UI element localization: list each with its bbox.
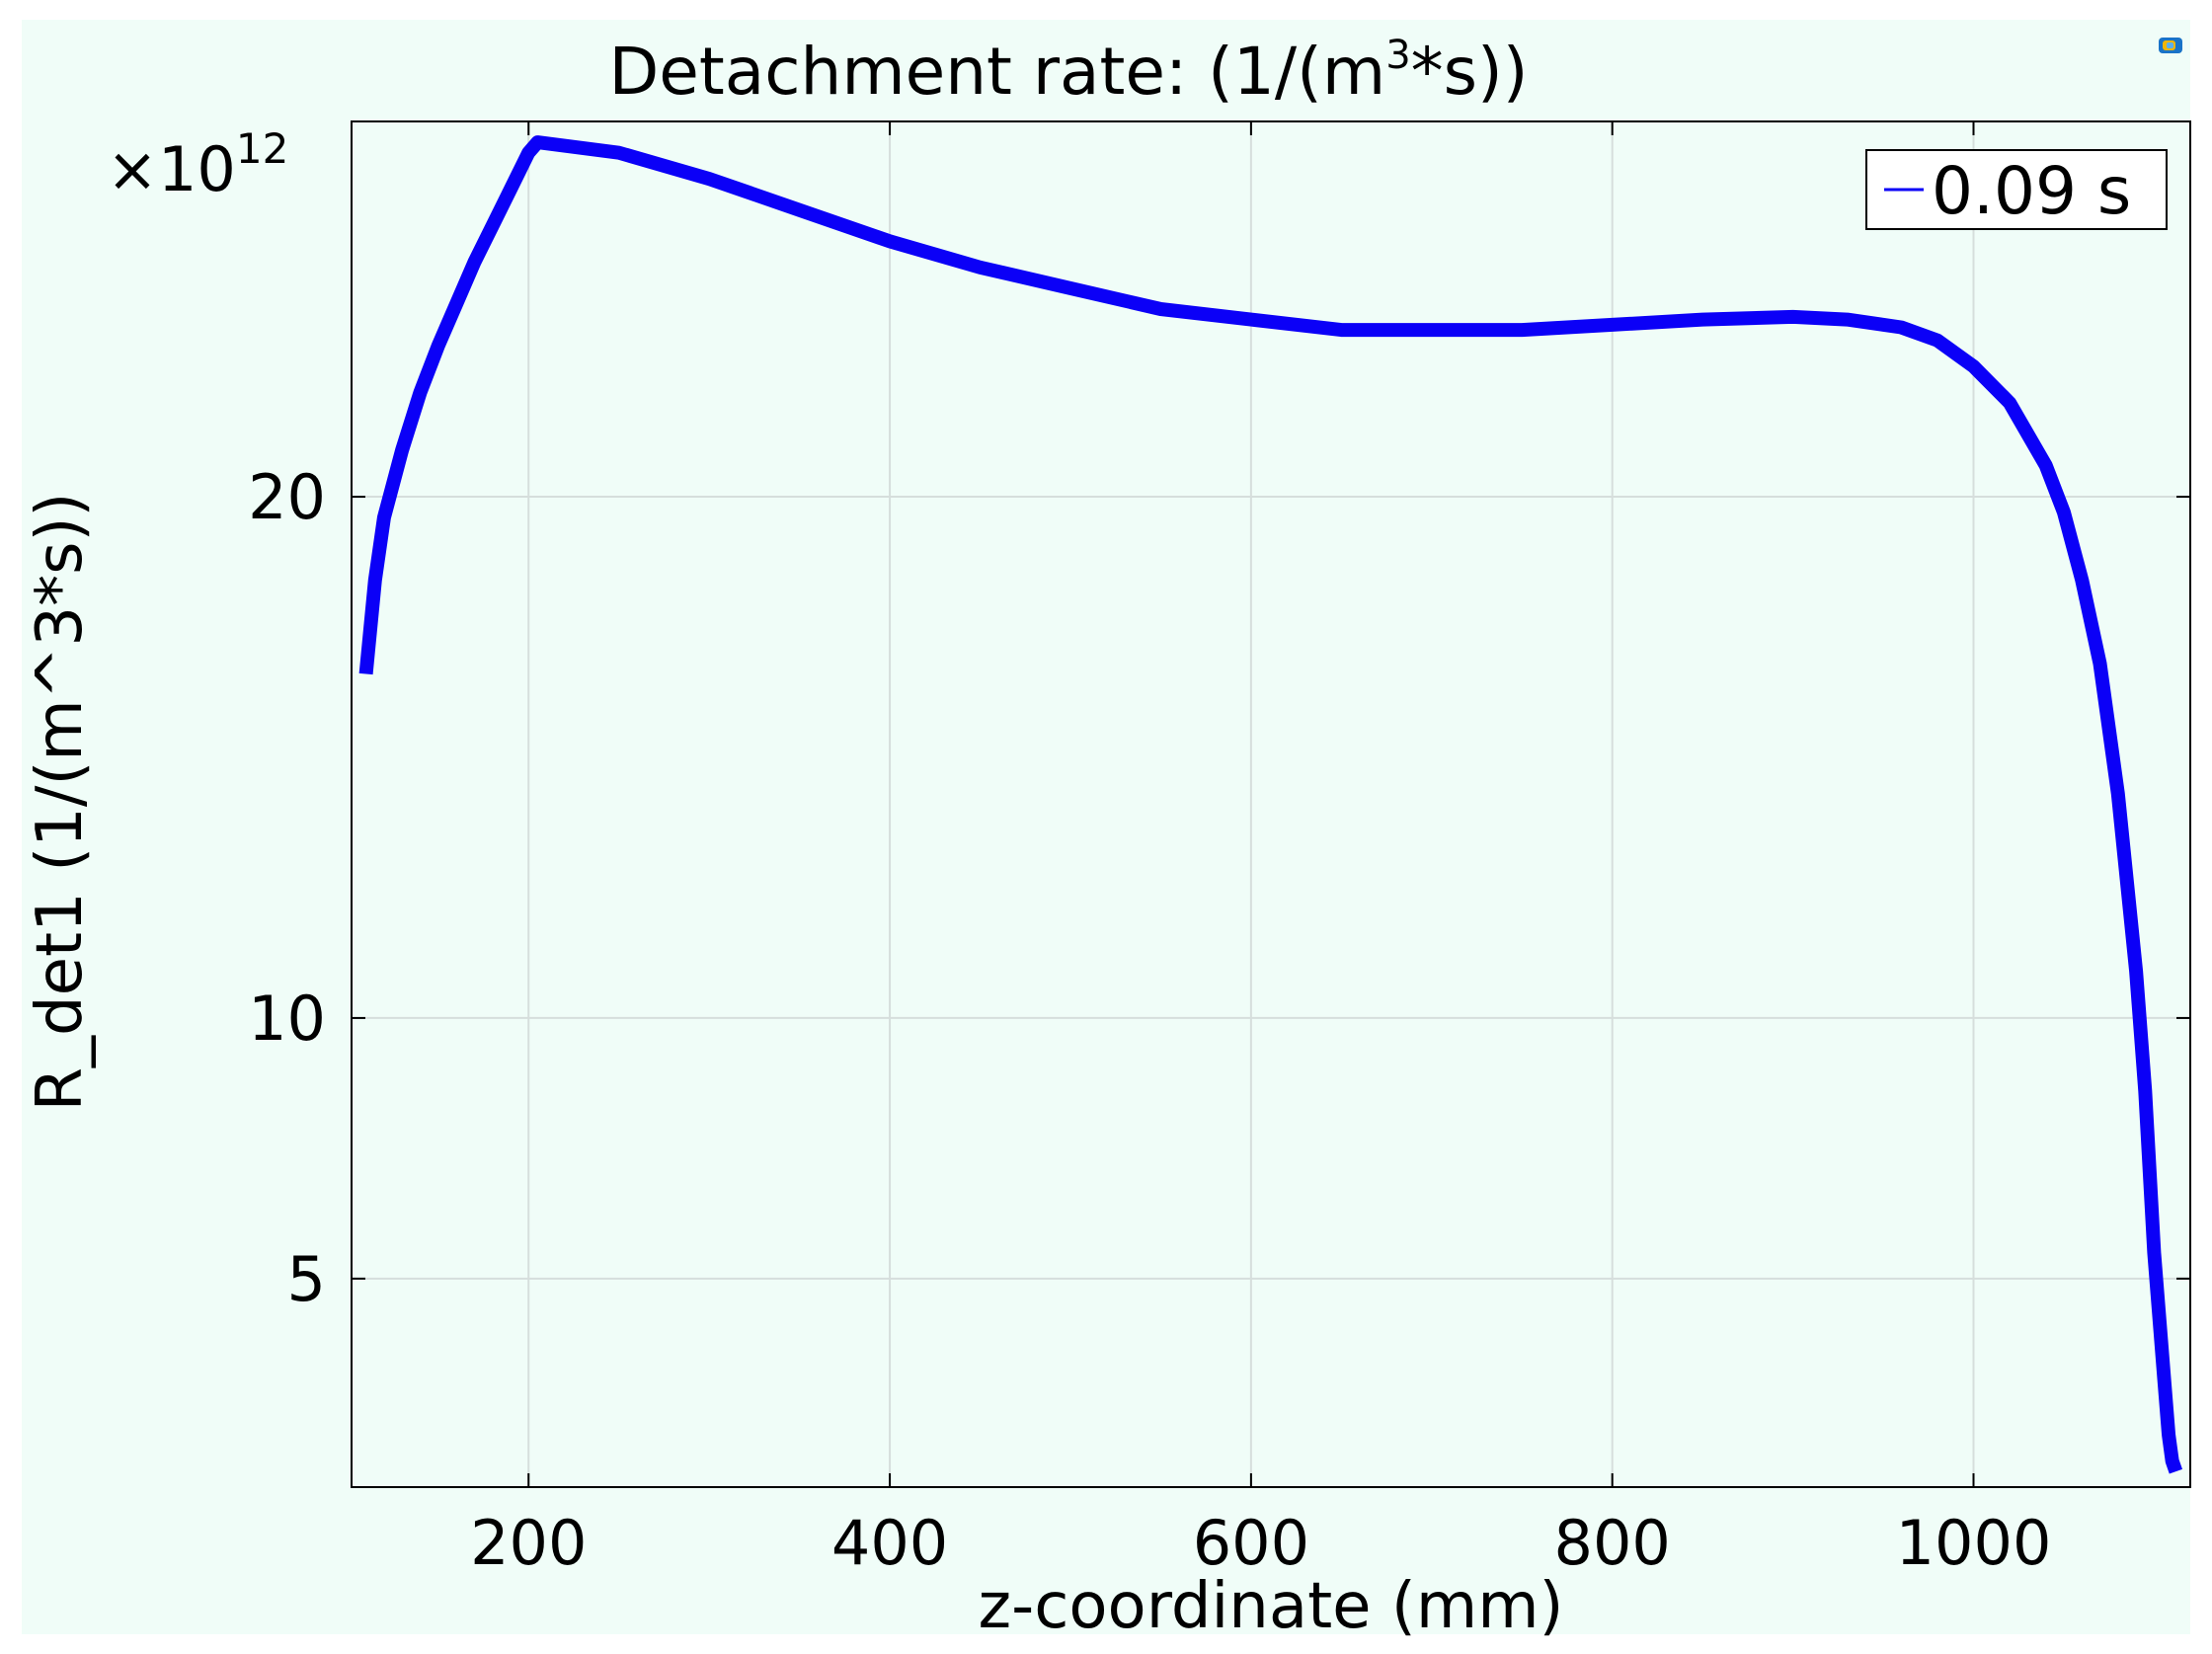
grid-lines [352,121,2190,1487]
x-tick-label: 200 [470,1507,587,1579]
x-tick-label: 400 [831,1507,948,1579]
y-tick-label: 5 [287,1243,326,1315]
x-axis-label: z-coordinate (mm) [979,1570,1564,1643]
legend-label: 0.09 s [1932,153,2131,229]
palette-icon[interactable] [2159,38,2182,53]
plot-area [352,121,2190,1487]
legend: 0.09 s [1865,149,2168,230]
y-tick-label: 20 [248,461,326,533]
x-tick-label: 1000 [1896,1507,2052,1579]
x-tick-label: 600 [1193,1507,1309,1579]
chart-title: Detachment rate: (1/(m3*s)) [608,33,1528,110]
axis-ticks [352,121,2190,1487]
y-multiplier-label: ×1012 [107,124,288,205]
series-line [358,135,2183,1474]
y-tick-label: 10 [248,983,326,1055]
plot-frame [351,120,2191,1488]
y-axis-label: R_det1 (1/(m^3*s)) [24,493,97,1112]
x-tick-label: 800 [1554,1507,1671,1579]
series-layer [358,135,2183,1474]
